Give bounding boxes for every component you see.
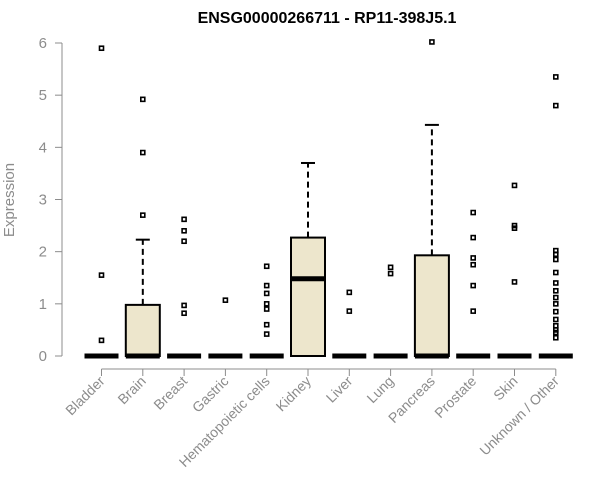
outlier-point	[552, 74, 559, 80]
x-tick-label: Liver	[323, 373, 356, 406]
outlier-point	[387, 264, 394, 271]
outlier-point	[140, 96, 146, 103]
outlier-point	[511, 279, 518, 285]
outlier-point	[470, 308, 477, 314]
outlier-point	[552, 329, 559, 336]
x-tick-label: Bladder	[62, 373, 108, 419]
outlier-point	[181, 228, 187, 234]
outlier-point	[552, 294, 559, 301]
outlier-point	[552, 301, 559, 307]
outlier-point	[263, 282, 270, 289]
outlier-point	[140, 149, 146, 156]
box-rect	[124, 303, 161, 358]
outlier-point	[263, 290, 270, 297]
x-tick-label: Prostate	[431, 373, 479, 421]
outlier-point	[552, 287, 559, 294]
y-axis-label: Expression	[1, 163, 18, 237]
box-rect	[413, 254, 450, 357]
outlier-point	[263, 306, 270, 312]
outlier-point	[552, 102, 559, 109]
outlier-point	[346, 289, 353, 296]
outlier-point	[222, 297, 229, 303]
y-tick-label: 1	[39, 296, 47, 313]
outlier-point	[470, 282, 477, 289]
x-tick-label: Kidney	[273, 373, 315, 415]
outlier-point	[470, 234, 477, 241]
outlier-point	[552, 280, 559, 286]
outlier-point	[511, 182, 518, 189]
outlier-point	[181, 302, 187, 309]
outlier-point	[429, 39, 435, 45]
y-tick-label: 4	[39, 139, 47, 156]
outlier-point	[263, 263, 270, 270]
outlier-point	[140, 212, 146, 218]
outlier-point	[98, 337, 105, 344]
outlier-point	[98, 45, 105, 52]
x-tick-label: Lung	[363, 373, 396, 406]
outlier-point	[387, 270, 394, 277]
y-tick-label: 6	[39, 35, 47, 52]
y-tick-label: 2	[39, 244, 47, 261]
outlier-point	[552, 308, 559, 315]
outlier-point	[552, 256, 559, 263]
box-rect	[290, 236, 326, 357]
outlier-point	[470, 255, 477, 261]
outlier-point	[552, 269, 559, 276]
outlier-point	[263, 301, 270, 307]
outlier-point	[552, 251, 559, 258]
outlier-point	[470, 209, 477, 216]
y-tick-label: 3	[39, 192, 47, 209]
x-tick-label: Skin	[490, 373, 521, 404]
outlier-point	[181, 216, 187, 223]
y-tick-label: 5	[39, 87, 47, 104]
x-tick-label: Breast	[150, 373, 190, 413]
outlier-point	[263, 321, 270, 328]
outlier-point	[181, 310, 187, 317]
outlier-point	[346, 308, 353, 314]
x-tick-label: Brain	[114, 373, 148, 407]
outlier-point	[98, 272, 105, 278]
outlier-point	[552, 334, 559, 341]
y-tick-label: 0	[39, 348, 47, 365]
outlier-point	[470, 261, 477, 268]
outlier-point	[511, 225, 518, 231]
outlier-point	[181, 238, 187, 245]
outlier-point	[263, 331, 270, 337]
chart-title: ENSG00000266711 - RP11-398J5.1	[198, 10, 457, 27]
outlier-point	[552, 316, 559, 323]
